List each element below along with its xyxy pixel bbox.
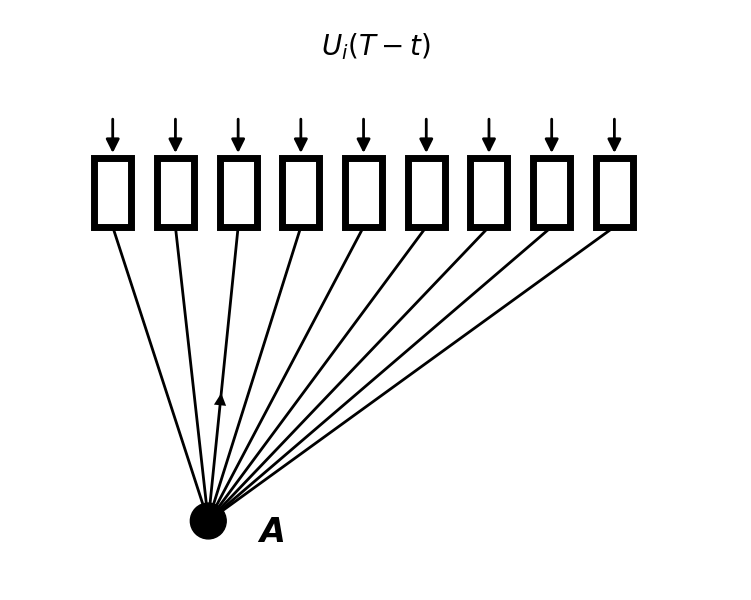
Bar — [219, 158, 257, 227]
Bar — [282, 158, 319, 227]
Circle shape — [190, 503, 226, 539]
Bar — [533, 158, 570, 227]
Bar — [408, 158, 445, 227]
Text: $U_i(T-t)$: $U_i(T-t)$ — [321, 31, 430, 62]
Bar — [94, 158, 131, 227]
Bar — [157, 158, 194, 227]
Text: A: A — [259, 517, 285, 550]
Bar — [470, 158, 508, 227]
Bar — [345, 158, 382, 227]
Bar — [596, 158, 633, 227]
